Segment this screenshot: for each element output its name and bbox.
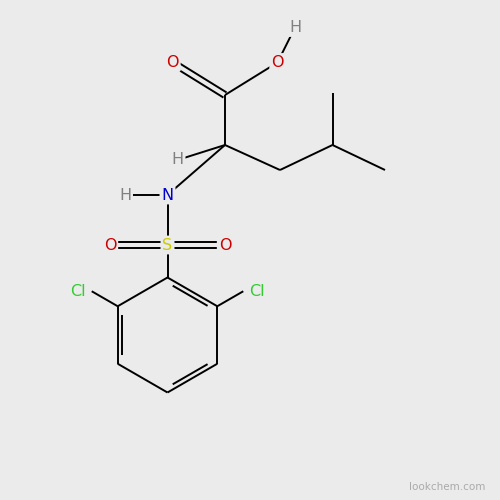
- Text: N: N: [162, 188, 173, 202]
- Text: H: H: [172, 152, 183, 168]
- Text: Cl: Cl: [250, 284, 265, 298]
- Text: Cl: Cl: [70, 284, 86, 298]
- Text: H: H: [119, 188, 131, 202]
- Text: H: H: [289, 20, 301, 35]
- Text: O: O: [219, 238, 231, 252]
- Text: S: S: [162, 238, 172, 252]
- Text: O: O: [166, 55, 179, 70]
- Text: lookchem.com: lookchem.com: [408, 482, 485, 492]
- Text: O: O: [104, 238, 117, 252]
- Text: O: O: [271, 55, 284, 70]
